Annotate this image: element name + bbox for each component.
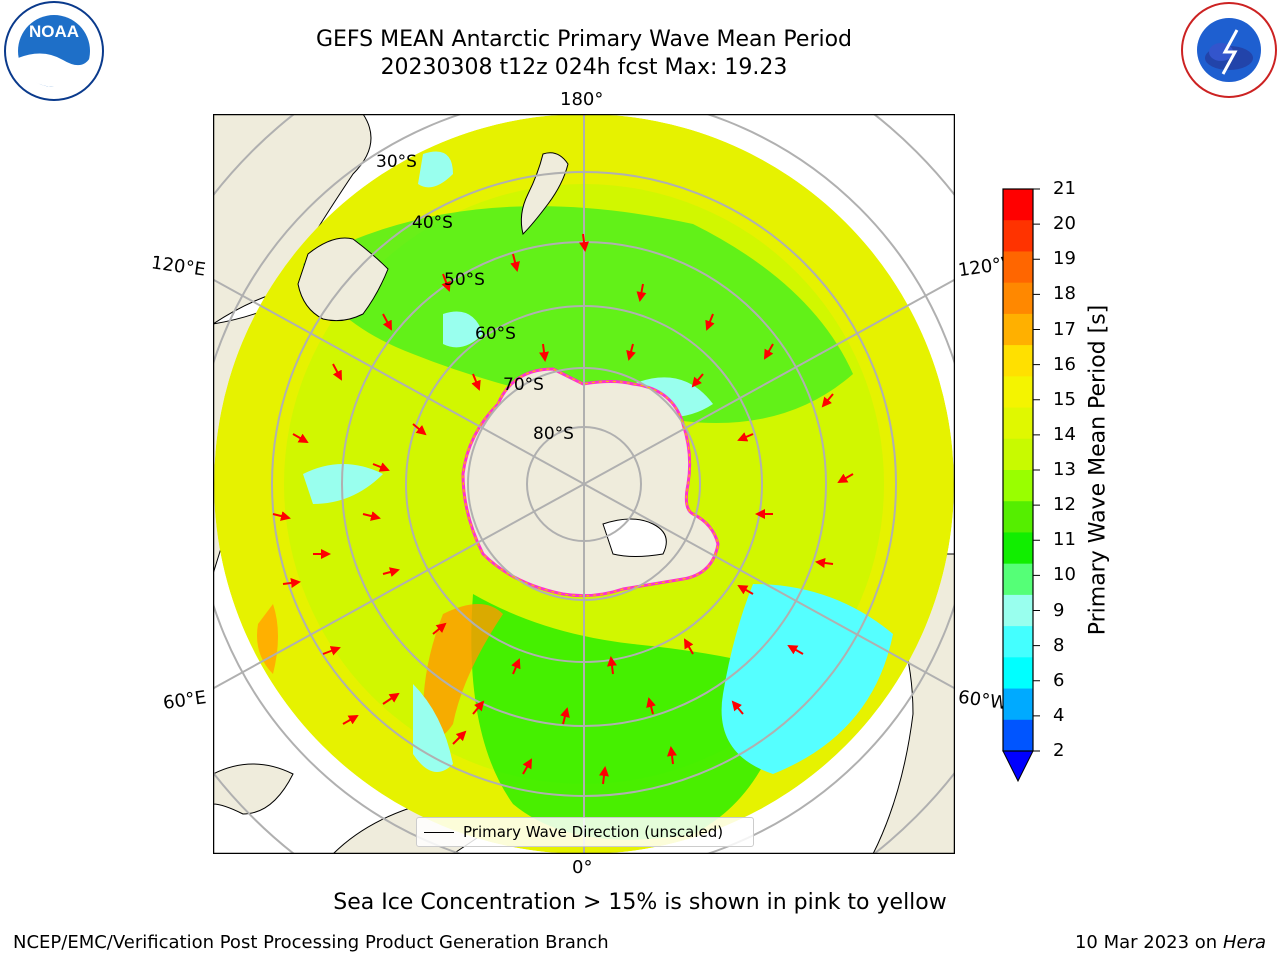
sea-ice-note: Sea Ice Concentration > 15% is shown in … xyxy=(333,890,947,915)
map-frame xyxy=(213,114,955,854)
colorbar-tick-label: 12 xyxy=(1053,494,1076,516)
colorbar-cell xyxy=(1003,657,1033,690)
colorbar-tick-label: 21 xyxy=(1053,178,1076,199)
date-text: 10 Mar 2023 on xyxy=(1074,932,1218,953)
chart-subtitle: 20230308 t12z 024h fcst Max: 19.23 xyxy=(380,55,788,80)
colorbar-cell xyxy=(1003,220,1033,252)
colorbar-cell xyxy=(1003,189,1033,221)
colorbar-tick-label: 6 xyxy=(1053,669,1065,691)
map-legend: Primary Wave Direction (unscaled) xyxy=(416,817,754,847)
lon-label-60e: 60°E xyxy=(161,687,208,714)
colorbar-cell xyxy=(1003,719,1033,752)
nws-logo xyxy=(1181,2,1277,98)
colorbar-tick-label: 11 xyxy=(1053,529,1076,551)
legend-line-swatch xyxy=(424,831,454,833)
colorbar-extend-arrow xyxy=(1002,750,1034,783)
colorbar-cell xyxy=(1003,688,1033,721)
colorbar-cell xyxy=(1003,594,1033,627)
colorbar-cell xyxy=(1003,313,1033,346)
credit-text: NCEP/EMC/Verification Post Processing Pr… xyxy=(13,932,609,953)
sea-ice-edge xyxy=(462,368,719,597)
graticule xyxy=(213,114,955,854)
colorbar-tick-label: 10 xyxy=(1053,564,1076,586)
lon-label-0: 0° xyxy=(572,857,593,878)
lat-label-70s: 70°S xyxy=(503,375,544,395)
chart-title: GEFS MEAN Antarctic Primary Wave Mean Pe… xyxy=(315,27,853,52)
legend-label: Primary Wave Direction (unscaled) xyxy=(463,823,724,841)
colorbar-tick-label: 9 xyxy=(1053,599,1065,621)
colorbar-cells xyxy=(1003,189,1033,752)
colorbar-tick-label: 17 xyxy=(1053,318,1076,340)
colorbar-cell xyxy=(1003,251,1033,284)
date-stamp: 10 Mar 2023 on Hera xyxy=(1075,932,1266,953)
colorbar-tick-label: 2 xyxy=(1053,740,1065,761)
colorbar-tick-label: 15 xyxy=(1053,388,1076,410)
colorbar xyxy=(1002,188,1040,783)
land-australia xyxy=(297,237,389,322)
colorbar-tick-label: 14 xyxy=(1053,423,1076,445)
colorbar-cell xyxy=(1003,501,1033,533)
colorbar-tick-label: 19 xyxy=(1053,248,1076,270)
lat-label-40s: 40°S xyxy=(412,213,453,233)
colorbar-cell xyxy=(1003,470,1033,502)
colorbar-cell xyxy=(1003,438,1033,471)
lat-label-60s: 60°S xyxy=(475,324,516,344)
colorbar-tick-label: 20 xyxy=(1053,213,1076,235)
colorbar-cell xyxy=(1003,532,1033,565)
lat-label-30s: 30°S xyxy=(376,152,417,172)
colorbar-cell xyxy=(1003,563,1033,596)
colorbar-cell xyxy=(1003,345,1033,377)
colorbar-cell xyxy=(1003,376,1033,409)
colorbar-tick-label: 13 xyxy=(1053,459,1076,480)
colorbar-cell xyxy=(1003,407,1033,440)
colorbar-tick-label: 18 xyxy=(1053,283,1076,305)
lat-label-80s: 80°S xyxy=(533,424,574,444)
polar-map xyxy=(213,114,955,854)
noaa-logo: NOAA xyxy=(4,1,104,101)
colorbar-label: Primary Wave Mean Period [s] xyxy=(1085,304,1111,636)
machine-name: Hera xyxy=(1222,932,1266,953)
colorbar-tick-label: 8 xyxy=(1053,634,1065,656)
lat-label-50s: 50°S xyxy=(444,270,485,290)
noaa-logo-text: NOAA xyxy=(29,22,79,41)
lon-label-180: 180° xyxy=(560,89,604,110)
colorbar-tick-label: 16 xyxy=(1053,353,1076,375)
wave-direction-arrows xyxy=(272,233,854,785)
lon-label-120e: 120°E xyxy=(149,252,207,281)
colorbar-cell xyxy=(1003,282,1033,315)
colorbar-cell xyxy=(1003,626,1033,658)
colorbar-tick-label: 4 xyxy=(1053,704,1065,726)
